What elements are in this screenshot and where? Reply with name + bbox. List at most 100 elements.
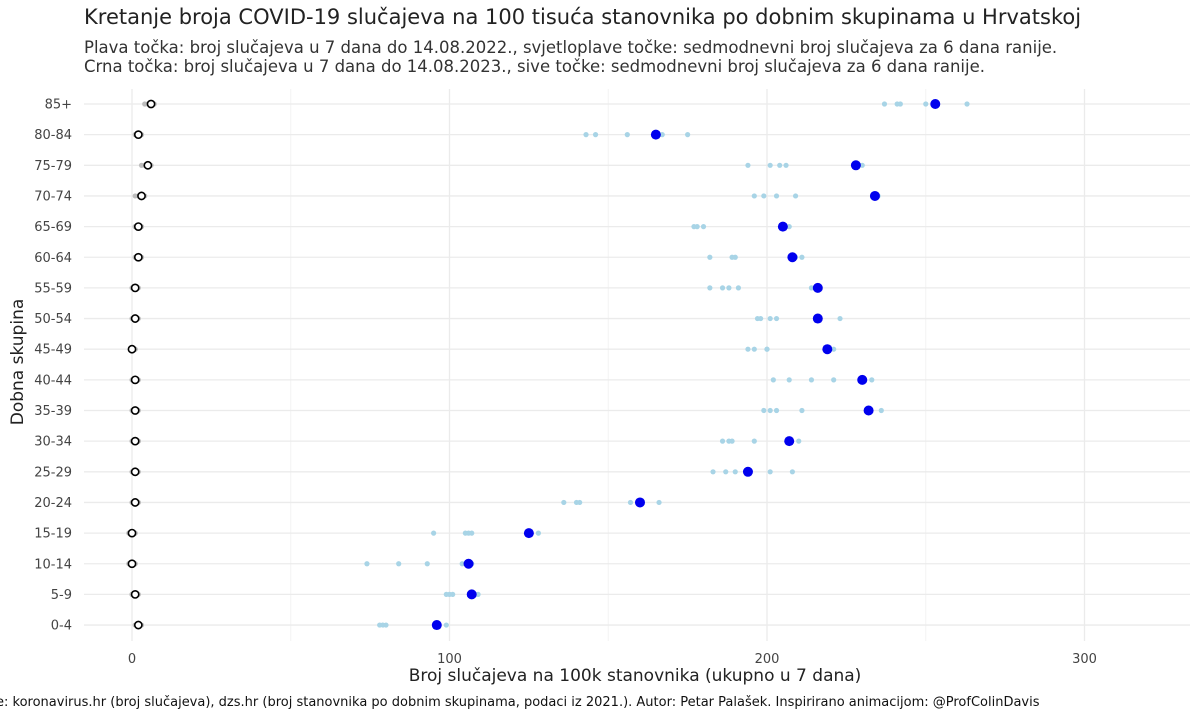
point-2022-previous-day [773, 315, 780, 322]
chart-caption: e: koronavirus.hr (broj slučajeva), dzs.… [0, 695, 1040, 710]
point-2022-previous-day [869, 377, 875, 383]
point-2022-previous-day [751, 346, 757, 352]
point-2022 [812, 313, 823, 324]
x-tick-label: 0 [128, 652, 136, 667]
point-2023 [143, 160, 153, 170]
point-2022-previous-day [799, 254, 805, 260]
point-2022-previous-day [758, 315, 764, 322]
point-2022-previous-day [469, 530, 475, 536]
point-2022-previous-day [627, 499, 634, 506]
point-2022-previous-day [767, 407, 773, 414]
point-2023 [130, 498, 140, 507]
point-2023 [133, 620, 143, 630]
point-2022-previous-day [789, 469, 796, 475]
point-2022-previous-day [719, 285, 726, 291]
y-tick-label: 70-74 [34, 189, 72, 204]
point-2022 [431, 620, 442, 631]
point-2023 [127, 559, 137, 569]
point-2022-previous-day [700, 224, 707, 230]
point-2023 [130, 283, 140, 293]
point-2022-previous-day [773, 193, 780, 199]
point-2023 [137, 191, 146, 201]
x-tick-label: 200 [755, 652, 780, 667]
point-2022-previous-day [837, 315, 843, 322]
point-2022-previous-day [364, 561, 370, 567]
point-2022-previous-day [792, 193, 799, 199]
point-2022-previous-day [735, 285, 742, 291]
point-2023 [146, 99, 156, 109]
point-2022-previous-day [767, 315, 773, 322]
y-tick-label: 5-9 [51, 588, 72, 603]
y-tick-label: 35-39 [34, 404, 72, 419]
point-2023 [130, 375, 140, 385]
point-2022-previous-day [431, 530, 437, 536]
point-2022 [850, 160, 861, 171]
point-2022-previous-day [783, 162, 789, 168]
point-2023 [130, 406, 140, 415]
y-tick-label: 20-24 [34, 496, 72, 511]
point-2022-previous-day [710, 469, 716, 475]
y-tick-label: 80-84 [34, 128, 72, 143]
point-2022 [742, 466, 753, 477]
point-2022 [857, 374, 868, 385]
point-2022-previous-day [475, 591, 481, 598]
y-tick-label: 55-59 [34, 281, 72, 296]
point-2023 [133, 222, 143, 231]
point-2022-previous-day [831, 377, 837, 383]
point-2022-previous-day [719, 438, 726, 444]
point-2022-previous-day [897, 101, 903, 107]
point-2022-previous-day [745, 162, 751, 168]
point-2022-previous-day [694, 224, 700, 230]
point-2022-previous-day [808, 285, 815, 291]
point-2022-previous-day [786, 224, 792, 230]
point-2022 [869, 190, 880, 201]
point-2022-previous-day [923, 101, 929, 107]
point-2023 [130, 314, 140, 323]
point-2022-previous-day [761, 193, 767, 199]
x-tick-label: 300 [1072, 652, 1097, 667]
y-tick-label: 15-19 [34, 527, 72, 542]
point-2022-previous-day [751, 438, 757, 444]
point-2022 [650, 129, 661, 140]
point-2022-previous-day [726, 285, 732, 291]
point-2022-previous-day [592, 132, 599, 138]
point-2022-previous-day [383, 622, 389, 628]
chart-subtitle-line-2: Crna točka: broj slučajeva u 7 dana do 1… [84, 57, 985, 76]
x-tick-labels: 0 100 200 300 [128, 652, 1097, 667]
point-2022-previous-day [777, 162, 783, 168]
point-2022 [863, 405, 874, 416]
point-2022-previous-day [767, 162, 773, 168]
point-2022-previous-day [745, 346, 751, 352]
point-2022-previous-day [459, 561, 465, 567]
y-tick-label: 10-14 [34, 557, 72, 572]
point-2022-previous-day [424, 561, 430, 567]
y-tick-label: 0-4 [51, 619, 72, 634]
point-2022-previous-day [561, 499, 567, 506]
point-2022-previous-day [729, 438, 735, 444]
point-2022-previous-day [786, 377, 792, 383]
point-2022 [812, 282, 823, 293]
point-2022-previous-day [535, 530, 542, 536]
point-2022-previous-day [831, 346, 837, 352]
point-2022-previous-day [707, 254, 713, 260]
point-2022-previous-day [723, 469, 729, 475]
point-2023 [130, 436, 140, 446]
point-2022 [463, 558, 474, 569]
point-2023 [130, 590, 140, 599]
point-2022-previous-day [396, 561, 402, 567]
point-2022 [784, 436, 795, 447]
grid-layer [84, 89, 1190, 641]
point-2022-previous-day [450, 591, 456, 598]
point-2022-previous-day [443, 622, 449, 628]
point-2022-previous-day [881, 101, 888, 107]
point-2022-previous-day [732, 469, 738, 475]
y-tick-labels: 85+ 80-84 75-79 70-74 65-69 60-64 55-59 50-54 45… [34, 98, 72, 634]
x-tick-label: 100 [437, 652, 462, 667]
point-2022-previous-day [583, 132, 589, 138]
point-2022-previous-day [707, 285, 713, 291]
chart-subtitle-line-1: Plava točka: broj slučajeva u 7 dana do … [84, 38, 1058, 57]
point-2022-previous-day [659, 132, 665, 138]
point-2022-previous-day [767, 469, 773, 475]
chart-title: Kretanje broja COVID-19 slučajeva na 100… [84, 5, 1082, 29]
point-2022-previous-day [799, 407, 805, 414]
